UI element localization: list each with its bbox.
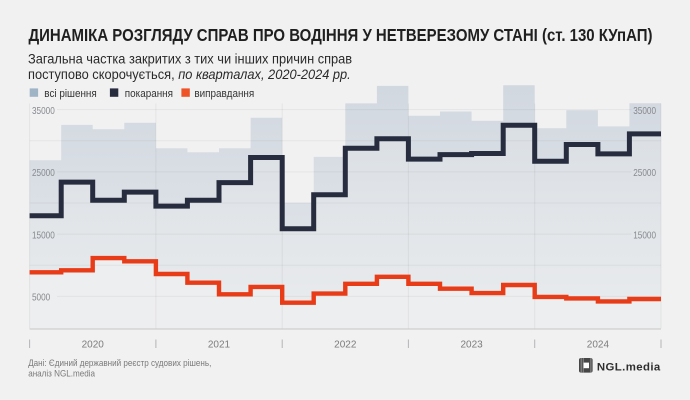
svg-text:5000: 5000 — [32, 292, 50, 303]
svg-text:покарання: покарання — [125, 88, 173, 100]
svg-text:Дані: Єдиний державний реєстр: Дані: Єдиний державний реєстр судових рі… — [28, 358, 211, 369]
svg-text:всі рішення: всі рішення — [44, 88, 96, 100]
svg-text:15000: 15000 — [633, 230, 656, 241]
svg-text:25000: 25000 — [633, 167, 656, 178]
svg-text:виправдання: виправдання — [194, 88, 254, 100]
svg-text:35000: 35000 — [633, 105, 656, 116]
svg-text:аналіз NGL.media: аналіз NGL.media — [28, 368, 95, 379]
svg-text:ДИНАМІКА РОЗГЛЯДУ СПРАВ ПРО ВО: ДИНАМІКА РОЗГЛЯДУ СПРАВ ПРО ВОДІННЯ У НЕ… — [29, 26, 653, 45]
svg-text:15000: 15000 — [32, 230, 55, 241]
svg-text:Загальна частка закритих з тих: Загальна частка закритих з тих чи інших … — [28, 51, 352, 66]
svg-text:25000: 25000 — [32, 167, 55, 178]
svg-text:2021: 2021 — [208, 340, 231, 351]
svg-text:2020: 2020 — [82, 340, 105, 351]
svg-text:NGL.media: NGL.media — [597, 361, 661, 373]
svg-text:2022: 2022 — [334, 340, 357, 351]
svg-text:поступово скорочується, по ква: поступово скорочується, по кварталах, 20… — [28, 67, 351, 82]
svg-text:35000: 35000 — [32, 105, 55, 116]
svg-text:2023: 2023 — [460, 340, 483, 351]
svg-text:2024: 2024 — [587, 340, 610, 351]
